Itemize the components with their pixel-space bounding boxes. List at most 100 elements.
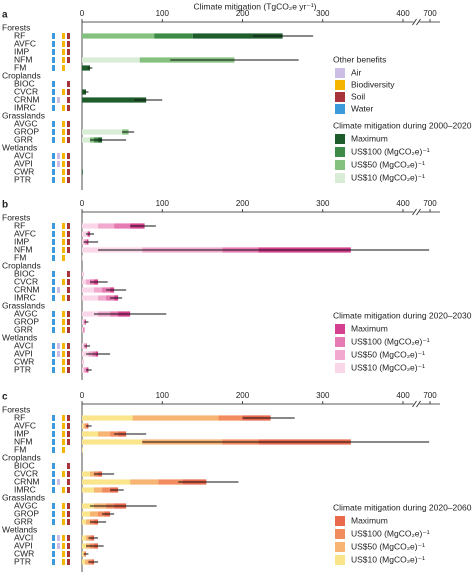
benefit-icon <box>62 559 65 565</box>
bar-segment <box>86 279 91 285</box>
category-label: AVCI <box>14 150 33 160</box>
category-label: FM <box>14 252 26 262</box>
benefit-icon <box>57 543 60 549</box>
benefit-icon <box>62 343 65 349</box>
category-label: NFM <box>14 54 32 64</box>
benefit-icon <box>52 431 55 437</box>
legend-swatch <box>335 337 345 347</box>
benefit-icon <box>67 153 70 159</box>
benefit-icon <box>52 519 55 525</box>
legend-swatch <box>335 363 345 373</box>
category-label: AVFC <box>14 420 36 430</box>
category-label: GRR <box>14 324 33 334</box>
benefit-icon <box>62 57 65 63</box>
benefit-icon <box>67 439 70 445</box>
category-label: BIOC <box>14 78 35 88</box>
benefit-icon <box>67 351 70 357</box>
benefit-icon <box>52 287 55 293</box>
benefit-icon <box>62 279 65 285</box>
benefit-icon <box>52 97 55 103</box>
legend-swatch <box>335 324 345 334</box>
category-label: AVPI <box>14 158 33 168</box>
benefit-icon <box>52 231 55 237</box>
bar-segment <box>82 169 83 175</box>
bar-segment <box>83 327 85 333</box>
bar-segment <box>83 367 86 373</box>
benefits-swatch <box>335 68 345 78</box>
axis-break-gap <box>413 208 420 216</box>
bar-segment <box>98 295 107 301</box>
legend-label: Maximum <box>351 133 388 143</box>
bar-segment <box>82 129 123 135</box>
bar-segment <box>82 439 143 445</box>
bar-segment <box>86 519 91 525</box>
x-tick-label: 300 <box>316 391 330 400</box>
bar-segment <box>85 559 89 565</box>
bar-segment <box>218 415 243 421</box>
benefit-icon <box>67 177 70 183</box>
benefit-icon <box>67 423 70 429</box>
benefit-icon <box>67 559 70 565</box>
x-axis-label: Climate mitigation (TgCO₂e yr⁻¹) <box>193 1 316 11</box>
legend-swatch <box>335 160 345 170</box>
bar-segment <box>82 271 84 277</box>
benefit-icon <box>52 319 55 325</box>
benefit-icon <box>52 535 55 541</box>
bar-segment <box>82 543 87 549</box>
panel-label: b <box>2 200 8 211</box>
category-label: AVGC <box>14 118 37 128</box>
bar-segment <box>82 351 89 357</box>
group-label: Croplands <box>2 260 41 270</box>
benefit-icon <box>67 57 70 63</box>
bar-segment <box>82 271 83 277</box>
benefits-label: Air <box>351 67 362 77</box>
category-label: RF <box>14 30 25 40</box>
benefit-icon <box>52 161 55 167</box>
benefit-icon <box>62 295 65 301</box>
benefit-icon <box>52 105 55 111</box>
x-tick-label: 0 <box>80 391 85 400</box>
category-label: RF <box>14 412 25 422</box>
group-label: Grasslands <box>2 300 45 310</box>
category-label: GROP <box>14 126 39 136</box>
benefit-icon <box>52 81 55 87</box>
legend-label: US$50 (MgCO₂e)⁻¹ <box>351 349 425 359</box>
legend-label: US$10 (MgCO₂e)⁻¹ <box>351 554 425 564</box>
benefit-icon <box>67 503 70 509</box>
category-label: CVCR <box>14 86 38 96</box>
bar-segment <box>82 487 95 493</box>
benefit-icon <box>67 535 70 541</box>
benefit-icon <box>62 105 65 111</box>
benefit-icon <box>52 311 55 317</box>
benefit-icon <box>67 247 70 253</box>
benefit-icon <box>62 503 65 509</box>
category-label: AVFC <box>14 38 36 48</box>
benefit-icon <box>62 41 65 47</box>
bar-segment <box>82 327 84 333</box>
benefits-label: Biodiversity <box>351 79 395 89</box>
x-tick-label: 100 <box>156 199 170 208</box>
bar-segment <box>82 423 84 429</box>
benefit-icon <box>57 153 60 159</box>
benefit-icon <box>57 161 60 167</box>
category-label: AVGC <box>14 500 37 510</box>
axis-break <box>416 208 421 216</box>
bar-segment <box>90 511 99 517</box>
bar-segment <box>82 65 91 71</box>
benefit-icon <box>67 431 70 437</box>
benefit-icon <box>67 33 70 39</box>
category-label: FM <box>14 62 26 72</box>
bar-segment <box>82 97 147 103</box>
x-tick-label: 400 <box>396 199 410 208</box>
category-label: PTR <box>14 174 31 184</box>
benefit-icon <box>62 129 65 135</box>
category-label: AVPI <box>14 540 33 550</box>
bar-segment <box>132 415 219 421</box>
benefit-icon <box>62 137 65 143</box>
benefit-icon <box>52 447 55 453</box>
benefit-icon <box>57 351 60 357</box>
benefit-icon <box>67 41 70 47</box>
legend-label: US$10 (MgCO₂e)⁻¹ <box>351 362 425 372</box>
benefit-icon <box>52 479 55 485</box>
category-label: FM <box>14 444 26 454</box>
